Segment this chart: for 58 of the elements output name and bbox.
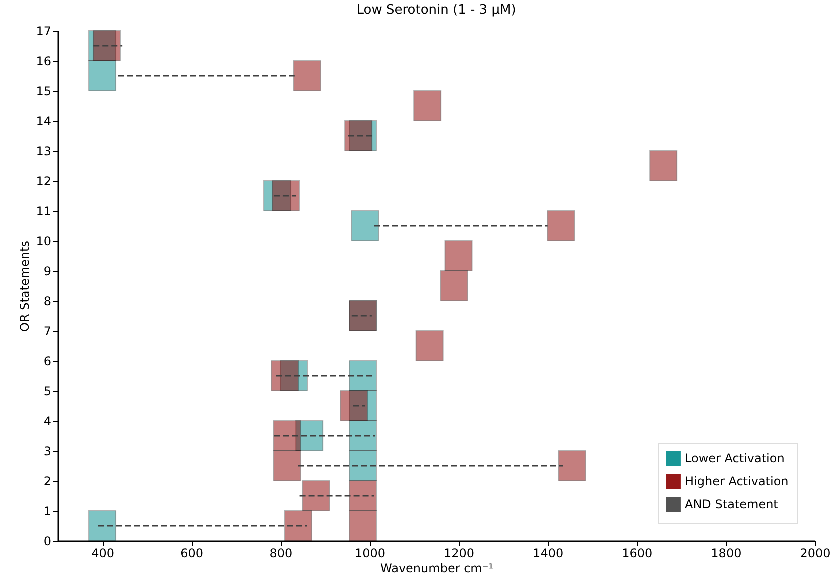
point (349, 360, 378, 392)
y-tick-label: 16 (36, 54, 52, 68)
point (271, 360, 300, 392)
x-tick-label: 1600 (622, 546, 653, 560)
y-tick-label: 2 (44, 474, 52, 488)
x-tick-label: 1400 (533, 546, 564, 560)
x-tick-label: 600 (180, 546, 204, 560)
point (547, 210, 576, 242)
y-tick-label: 17 (36, 24, 52, 38)
point (273, 450, 302, 482)
y-tick-label: 12 (36, 174, 52, 188)
point (349, 510, 378, 542)
y-tick-label: 13 (36, 144, 52, 158)
x-tick-label: 2000 (800, 546, 831, 560)
point (650, 150, 678, 182)
y-tick-label: 8 (44, 294, 52, 308)
point (414, 90, 442, 122)
point (344, 120, 373, 152)
point (351, 210, 380, 242)
point (340, 390, 368, 422)
y-tick-label: 0 (44, 534, 52, 548)
point (416, 330, 444, 362)
x-tick-label: 800 (270, 546, 293, 560)
point (284, 510, 312, 542)
y-tick-label: 7 (44, 324, 52, 338)
point (88, 60, 117, 92)
point (302, 480, 330, 512)
point (444, 240, 473, 272)
point (88, 510, 117, 542)
legend-label: AND Statement (685, 498, 779, 512)
x-axis-title: Wavenumber cm⁻¹ (380, 562, 494, 576)
legend-label: Higher Activation (685, 474, 789, 488)
y-axis-title: OR Statements (18, 241, 32, 332)
y-tick-label: 1 (44, 504, 52, 518)
point (293, 60, 322, 92)
point (272, 180, 300, 212)
legend-label: Lower Activation (685, 452, 785, 466)
y-tick-label: 11 (36, 204, 52, 218)
point (349, 480, 378, 512)
chart-title: Low Serotonin (1 - 3 µM) (356, 3, 516, 18)
y-tick-label: 14 (36, 114, 52, 128)
y-tick-label: 9 (44, 264, 52, 278)
x-tick-label: 1800 (711, 546, 742, 560)
x-tick-label: 1200 (444, 546, 475, 560)
x-tick-label: 400 (92, 546, 114, 560)
y-tick-label: 4 (44, 414, 52, 428)
point (92, 30, 121, 62)
point (440, 270, 468, 302)
point (349, 420, 378, 452)
y-tick-label: 3 (44, 444, 52, 458)
point (273, 420, 302, 452)
y-tick-label: 15 (36, 84, 52, 98)
y-tick-label: 10 (36, 234, 52, 248)
point (558, 450, 586, 482)
point (349, 450, 378, 482)
y-tick-label: 6 (44, 354, 52, 368)
y-tick-label: 5 (44, 384, 52, 398)
x-tick-label: 1000 (354, 546, 386, 560)
